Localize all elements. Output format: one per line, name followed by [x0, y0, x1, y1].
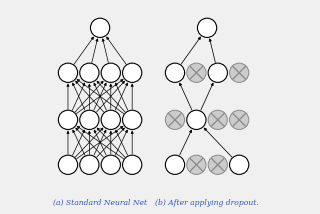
- Text: (a) Standard Neural Net: (a) Standard Neural Net: [53, 199, 147, 207]
- Circle shape: [197, 18, 217, 37]
- Circle shape: [165, 110, 185, 129]
- Text: (b) After applying dropout.: (b) After applying dropout.: [155, 199, 259, 207]
- Circle shape: [123, 155, 142, 174]
- Circle shape: [58, 63, 78, 82]
- Circle shape: [229, 110, 249, 129]
- Circle shape: [165, 63, 185, 82]
- Circle shape: [229, 155, 249, 174]
- Circle shape: [101, 110, 120, 129]
- Circle shape: [187, 155, 206, 174]
- Circle shape: [123, 63, 142, 82]
- Circle shape: [165, 155, 185, 174]
- Circle shape: [229, 63, 249, 82]
- Circle shape: [91, 18, 110, 37]
- Circle shape: [80, 110, 99, 129]
- Circle shape: [187, 63, 206, 82]
- Circle shape: [58, 110, 78, 129]
- Circle shape: [80, 63, 99, 82]
- Circle shape: [58, 155, 78, 174]
- Circle shape: [80, 155, 99, 174]
- Circle shape: [123, 110, 142, 129]
- Circle shape: [101, 63, 120, 82]
- Circle shape: [208, 155, 228, 174]
- Circle shape: [187, 110, 206, 129]
- Circle shape: [208, 110, 228, 129]
- Circle shape: [208, 63, 228, 82]
- Circle shape: [101, 155, 120, 174]
